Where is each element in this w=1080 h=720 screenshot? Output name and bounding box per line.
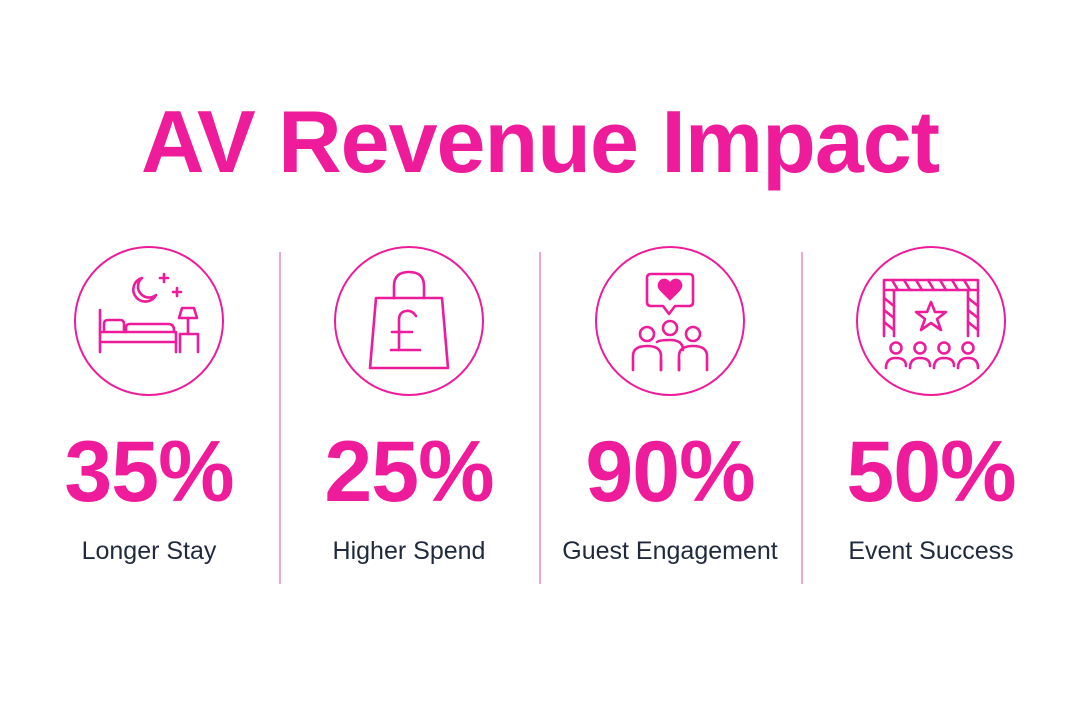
audience-heart-icon [631, 272, 709, 372]
stat-label: Event Success [848, 537, 1014, 565]
divider [801, 252, 803, 584]
stat-value: 25% [324, 424, 494, 520]
stat-higher-spend: 25% Higher Spend [278, 242, 540, 582]
icon-circle [334, 246, 484, 396]
stat-label: Guest Engagement [562, 537, 778, 565]
page-title: AV Revenue Impact [140, 92, 940, 191]
icon-circle [856, 246, 1006, 396]
stage-star-icon [882, 278, 980, 370]
stat-value: 35% [64, 424, 234, 520]
stat-value: 90% [585, 424, 755, 520]
shopping-bag-pound-icon [368, 270, 450, 370]
icon-circle [74, 246, 224, 396]
stat-label: Higher Spend [332, 537, 486, 565]
stat-event-success: 50% Event Success [800, 242, 1062, 582]
stat-guest-engagement: 90% Guest Engagement [539, 242, 801, 582]
icon-circle [595, 246, 745, 396]
divider [279, 252, 281, 584]
stat-label: Longer Stay [81, 537, 217, 565]
stat-longer-stay: 35% Longer Stay [18, 242, 280, 582]
stat-value: 50% [846, 424, 1016, 520]
bed-moon-icon [98, 272, 200, 354]
divider [539, 252, 541, 584]
